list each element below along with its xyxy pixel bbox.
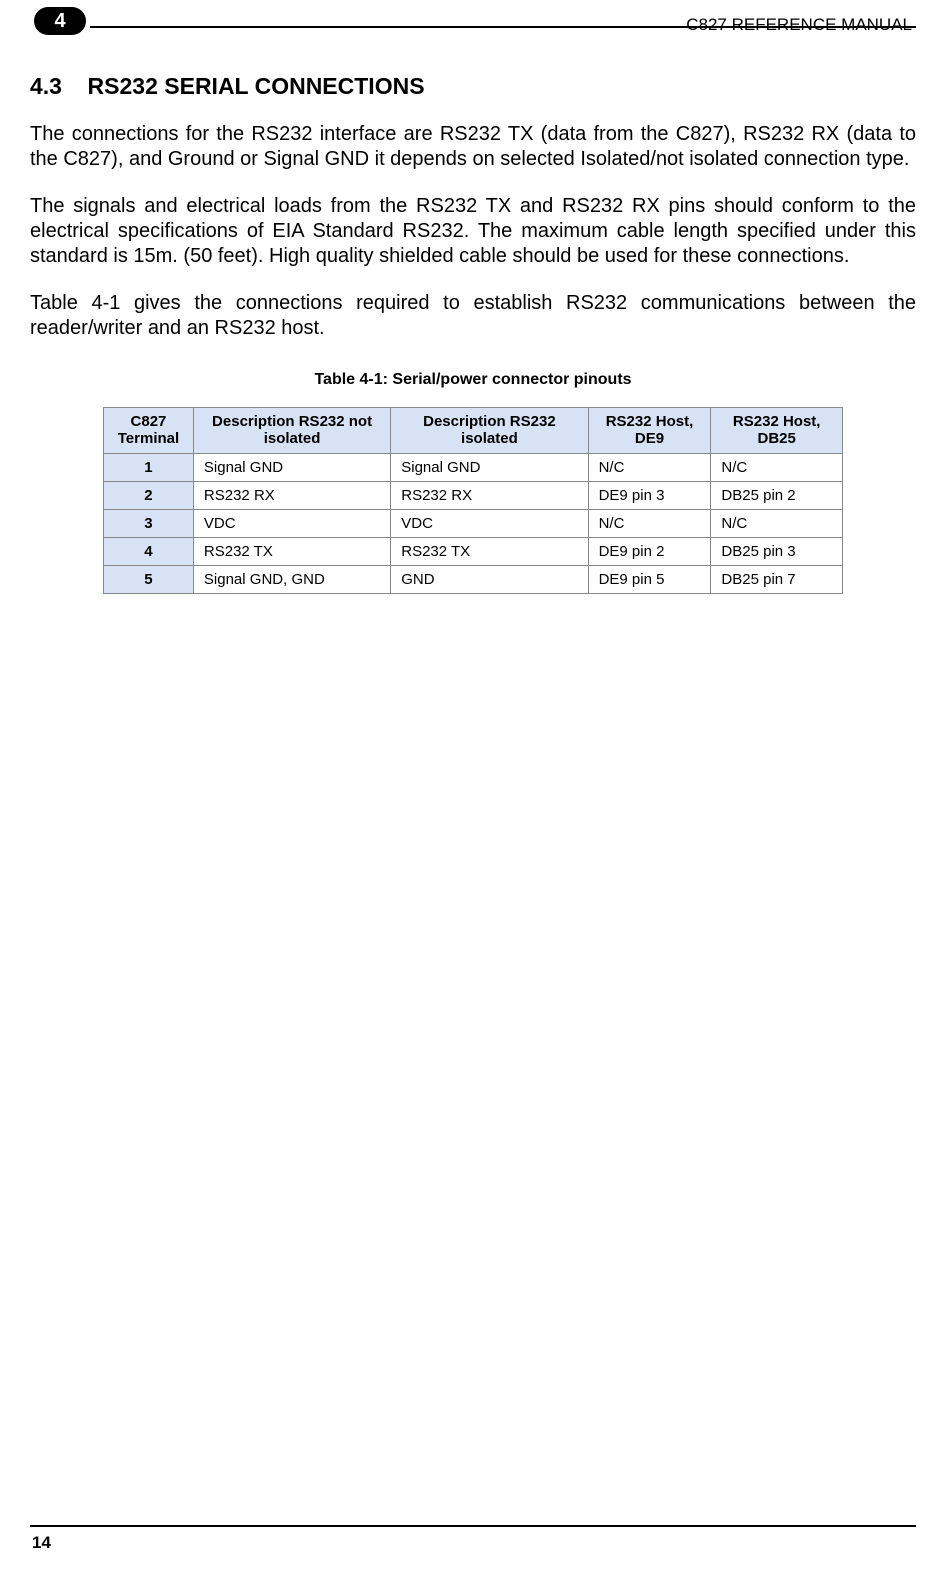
cell-desc-not-isolated: Signal GND — [193, 453, 390, 481]
page-header: 4 C827 REFERENCE MANUAL — [30, 13, 916, 35]
cell-de9: N/C — [588, 453, 711, 481]
col-header-terminal: C827 Terminal — [104, 408, 194, 454]
cell-desc-isolated: Signal GND — [391, 453, 588, 481]
page-number: 14 — [30, 1533, 916, 1553]
cell-terminal: 4 — [104, 537, 194, 565]
table-row: 4 RS232 TX RS232 TX DE9 pin 2 DB25 pin 3 — [104, 537, 843, 565]
cell-db25: DB25 pin 7 — [711, 565, 843, 593]
col-header-db25: RS232 Host, DB25 — [711, 408, 843, 454]
footer-rule — [30, 1525, 916, 1527]
table-row: 5 Signal GND, GND GND DE9 pin 5 DB25 pin… — [104, 565, 843, 593]
table-row: 3 VDC VDC N/C N/C — [104, 509, 843, 537]
cell-terminal: 1 — [104, 453, 194, 481]
cell-de9: DE9 pin 3 — [588, 481, 711, 509]
table-caption: Table 4-1: Serial/power connector pinout… — [30, 371, 916, 389]
cell-desc-not-isolated: Signal GND, GND — [193, 565, 390, 593]
table-row: 1 Signal GND Signal GND N/C N/C — [104, 453, 843, 481]
cell-desc-not-isolated: RS232 TX — [193, 537, 390, 565]
col-header-de9: RS232 Host, DE9 — [588, 408, 711, 454]
pinout-table: C827 Terminal Description RS232 not isol… — [103, 407, 843, 594]
section-title-text: RS232 SERIAL CONNECTIONS — [88, 73, 425, 99]
cell-de9: DE9 pin 2 — [588, 537, 711, 565]
content-spacer — [30, 594, 916, 1526]
table-header-row: C827 Terminal Description RS232 not isol… — [104, 408, 843, 454]
cell-desc-not-isolated: VDC — [193, 509, 390, 537]
chapter-number: 4 — [54, 10, 65, 33]
col-header-desc-not-isolated: Description RS232 not isolated — [193, 408, 390, 454]
table-row: 2 RS232 RX RS232 RX DE9 pin 3 DB25 pin 2 — [104, 481, 843, 509]
cell-db25: DB25 pin 2 — [711, 481, 843, 509]
paragraph-1: The connections for the RS232 interface … — [30, 122, 916, 172]
cell-desc-isolated: RS232 RX — [391, 481, 588, 509]
paragraph-3: Table 4-1 gives the connections required… — [30, 291, 916, 341]
cell-db25: DB25 pin 3 — [711, 537, 843, 565]
cell-de9: N/C — [588, 509, 711, 537]
cell-desc-not-isolated: RS232 RX — [193, 481, 390, 509]
cell-terminal: 2 — [104, 481, 194, 509]
cell-desc-isolated: VDC — [391, 509, 588, 537]
manual-title: C827 REFERENCE MANUAL — [686, 15, 916, 35]
cell-terminal: 5 — [104, 565, 194, 593]
section-number: 4.3 — [30, 73, 62, 99]
chapter-badge: 4 — [34, 7, 86, 35]
paragraph-2: The signals and electrical loads from th… — [30, 194, 916, 269]
cell-terminal: 3 — [104, 509, 194, 537]
cell-db25: N/C — [711, 453, 843, 481]
cell-db25: N/C — [711, 509, 843, 537]
col-header-desc-isolated: Description RS232 isolated — [391, 408, 588, 454]
cell-de9: DE9 pin 5 — [588, 565, 711, 593]
cell-desc-isolated: GND — [391, 565, 588, 593]
section-heading: 4.3 RS232 SERIAL CONNECTIONS — [30, 73, 916, 100]
page: 4 C827 REFERENCE MANUAL 4.3 RS232 SERIAL… — [0, 0, 946, 1573]
cell-desc-isolated: RS232 TX — [391, 537, 588, 565]
